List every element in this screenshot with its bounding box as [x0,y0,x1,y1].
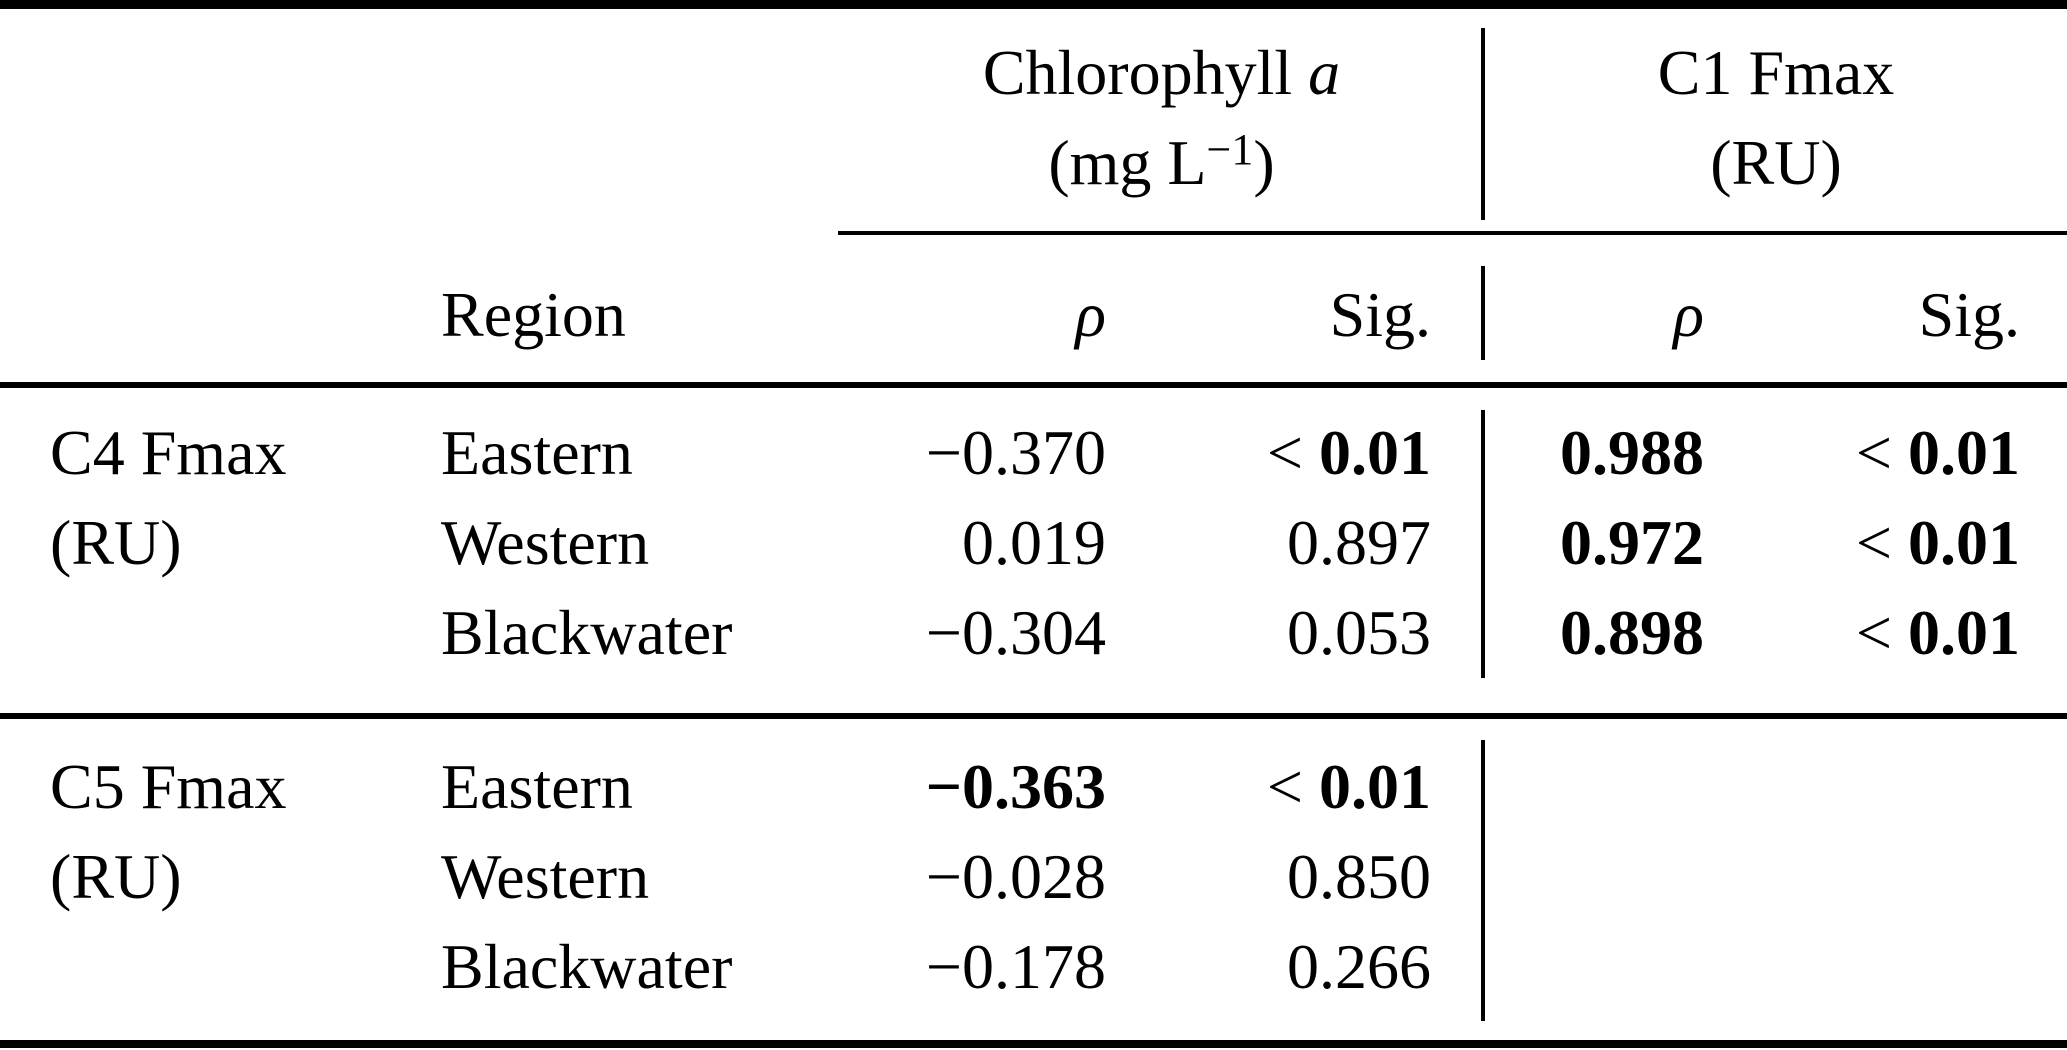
vertical-divider-segment [1481,28,1485,220]
group-unit-chlorophyll: (mg L−1) [1048,125,1275,198]
top-rule [0,0,2067,9]
sig-column-header: Sig. [1329,279,1431,350]
bottom-rule [0,1040,2067,1048]
rho-value-cell: −0.370 [925,417,1106,488]
region-cell: Blackwater [441,931,733,1002]
sig-column-header: Sig. [1918,279,2020,350]
region-cell: Eastern [441,417,633,488]
sig-value-cell: 0.897 [1287,507,1431,578]
sig-value-cell: 0.850 [1287,841,1431,912]
sig-value-cell: < 0.01 [1266,751,1431,822]
group-unit-c1-fmax: (RU) [1710,127,1842,198]
row-group-label: (RU) [50,841,182,912]
subheader-row: Region ρ Sig. ρ Sig. [0,270,2067,360]
table-row: C5 Fmax Eastern −0.363 < 0.01 [0,742,2067,832]
row-group-label: (RU) [50,507,182,578]
sig-value-cell: 0.266 [1287,931,1431,1002]
rho-value-cell: −0.363 [925,751,1106,822]
rho-value-cell: 0.898 [1560,597,1704,668]
rho-column-header: ρ [1075,279,1106,350]
region-cell: Eastern [441,751,633,822]
table-row: (RU) Western 0.019 0.897 0.972 < 0.01 [0,498,2067,588]
rho-column-header: ρ [1673,279,1704,350]
rho-value-cell: −0.028 [925,841,1106,912]
row-group-separator-rule [0,713,2067,719]
sig-value-cell: < 0.01 [1266,417,1431,488]
rho-value-cell: 0.019 [962,507,1106,578]
region-cell: Western [441,841,650,912]
table-row: Blackwater −0.178 0.266 [0,922,2067,1012]
column-group-header-c1-fmax: C1 Fmax (RU) [1485,28,2067,208]
vertical-divider-segment [1481,740,1485,1021]
sig-value-cell: < 0.01 [1855,417,2020,488]
sig-value-cell: < 0.01 [1855,507,2020,578]
column-group-header-chlorophyll: Chlorophyll a (mg L−1) [838,28,1485,208]
vertical-divider-segment [1481,266,1485,360]
group-title-chlorophyll: Chlorophyll a [982,37,1341,108]
row-group-label: C4 Fmax [50,417,287,488]
header-separator-rule [0,382,2067,388]
region-column-header: Region [441,279,626,350]
column-group-cmidrule [838,231,2067,235]
sig-value-cell: < 0.01 [1855,597,2020,668]
region-cell: Western [441,507,650,578]
table-row: (RU) Western −0.028 0.850 [0,832,2067,922]
region-cell: Blackwater [441,597,733,668]
sig-value-cell: 0.053 [1287,597,1431,668]
rho-value-cell: −0.178 [925,931,1106,1002]
group-title-c1-fmax: C1 Fmax [1657,37,1895,108]
table-row: C4 Fmax Eastern −0.370 < 0.01 0.988 < 0.01 [0,408,2067,498]
rho-value-cell: 0.972 [1560,507,1704,578]
rho-value-cell: 0.988 [1560,417,1704,488]
vertical-divider-segment [1481,410,1485,678]
row-group-label: C5 Fmax [50,751,287,822]
rho-value-cell: −0.304 [925,597,1106,668]
table-row: Blackwater −0.304 0.053 0.898 < 0.01 [0,588,2067,678]
